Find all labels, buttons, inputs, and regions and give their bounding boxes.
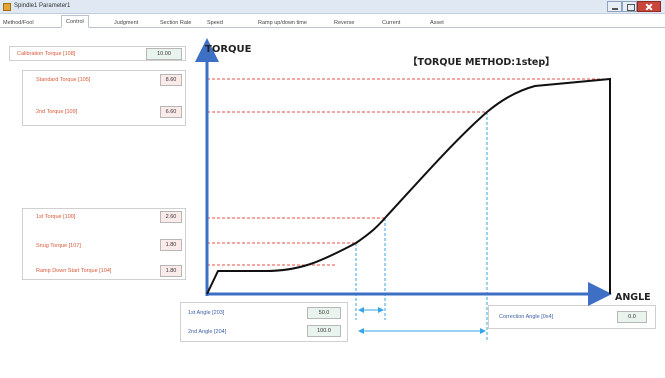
tab-bar: Method/Fool Control Judgment Section Rat… <box>0 15 665 28</box>
standard-torque-label: Standard Torque [105] <box>36 77 91 83</box>
tab-reverse[interactable]: Reverse <box>334 20 355 26</box>
window-title: Spindle1 Parameter1 <box>14 3 71 9</box>
standard-torque-input[interactable]: 8.60 <box>160 74 182 86</box>
calibration-torque-group <box>9 46 186 61</box>
maximize-button[interactable] <box>622 1 637 12</box>
tab-section-rate[interactable]: Section Rate <box>160 20 192 26</box>
tab-judgment[interactable]: Judgment <box>114 20 139 26</box>
upper-torque-group <box>22 70 186 126</box>
second-angle-input[interactable]: 100.0 <box>307 325 341 337</box>
torque-guide-lines <box>207 78 610 266</box>
tab-speed[interactable]: Speed <box>207 20 223 26</box>
close-button[interactable] <box>637 1 661 12</box>
first-torque-label: 1st Torque [100] <box>36 214 76 220</box>
second-torque-label: 2nd Torque [109] <box>36 109 78 115</box>
tab-method-fool[interactable]: Method/Fool <box>3 20 34 26</box>
second-angle-label: 2nd Angle [204] <box>188 329 227 335</box>
app-icon <box>3 3 11 11</box>
minimize-button[interactable] <box>607 1 622 12</box>
ramp-down-start-torque-input[interactable]: 1.80 <box>160 265 182 277</box>
tab-control[interactable]: Control <box>61 15 89 28</box>
tab-current[interactable]: Current <box>382 20 401 26</box>
lower-torque-group <box>22 208 186 280</box>
tab-ramp-up-down-time[interactable]: Ramp up/down time <box>258 20 307 26</box>
first-angle-label: 1st Angle [203] <box>188 310 225 316</box>
title-bar: Spindle1 Parameter1 <box>0 0 665 14</box>
ramp-down-start-torque-label: Ramp Down Start Torque [104] <box>36 268 112 274</box>
correction-angle-input[interactable]: 0.0 <box>617 311 647 323</box>
torque-method-title: 【TORQUE METHOD:1step】 <box>408 57 555 68</box>
calibration-torque-label: Calibration Torque [108] <box>17 51 76 57</box>
snug-torque-label: Snug Torque [107] <box>36 243 81 249</box>
first-angle-input[interactable]: 50.0 <box>307 307 341 319</box>
correction-angle-label: Correction Angle [0x4] <box>499 314 554 320</box>
first-torque-input[interactable]: 2.60 <box>160 211 182 223</box>
tab-asset[interactable]: Asset <box>430 20 444 26</box>
torque-curve <box>206 77 611 295</box>
x-axis-label: ANGLE <box>615 292 651 303</box>
y-axis-label: TORQUE <box>205 44 252 55</box>
angle-guide-lines <box>355 112 488 342</box>
snug-torque-input[interactable]: 1.80 <box>160 239 182 251</box>
second-torque-input[interactable]: 6.60 <box>160 106 182 118</box>
calibration-torque-input[interactable]: 10.00 <box>146 48 182 60</box>
